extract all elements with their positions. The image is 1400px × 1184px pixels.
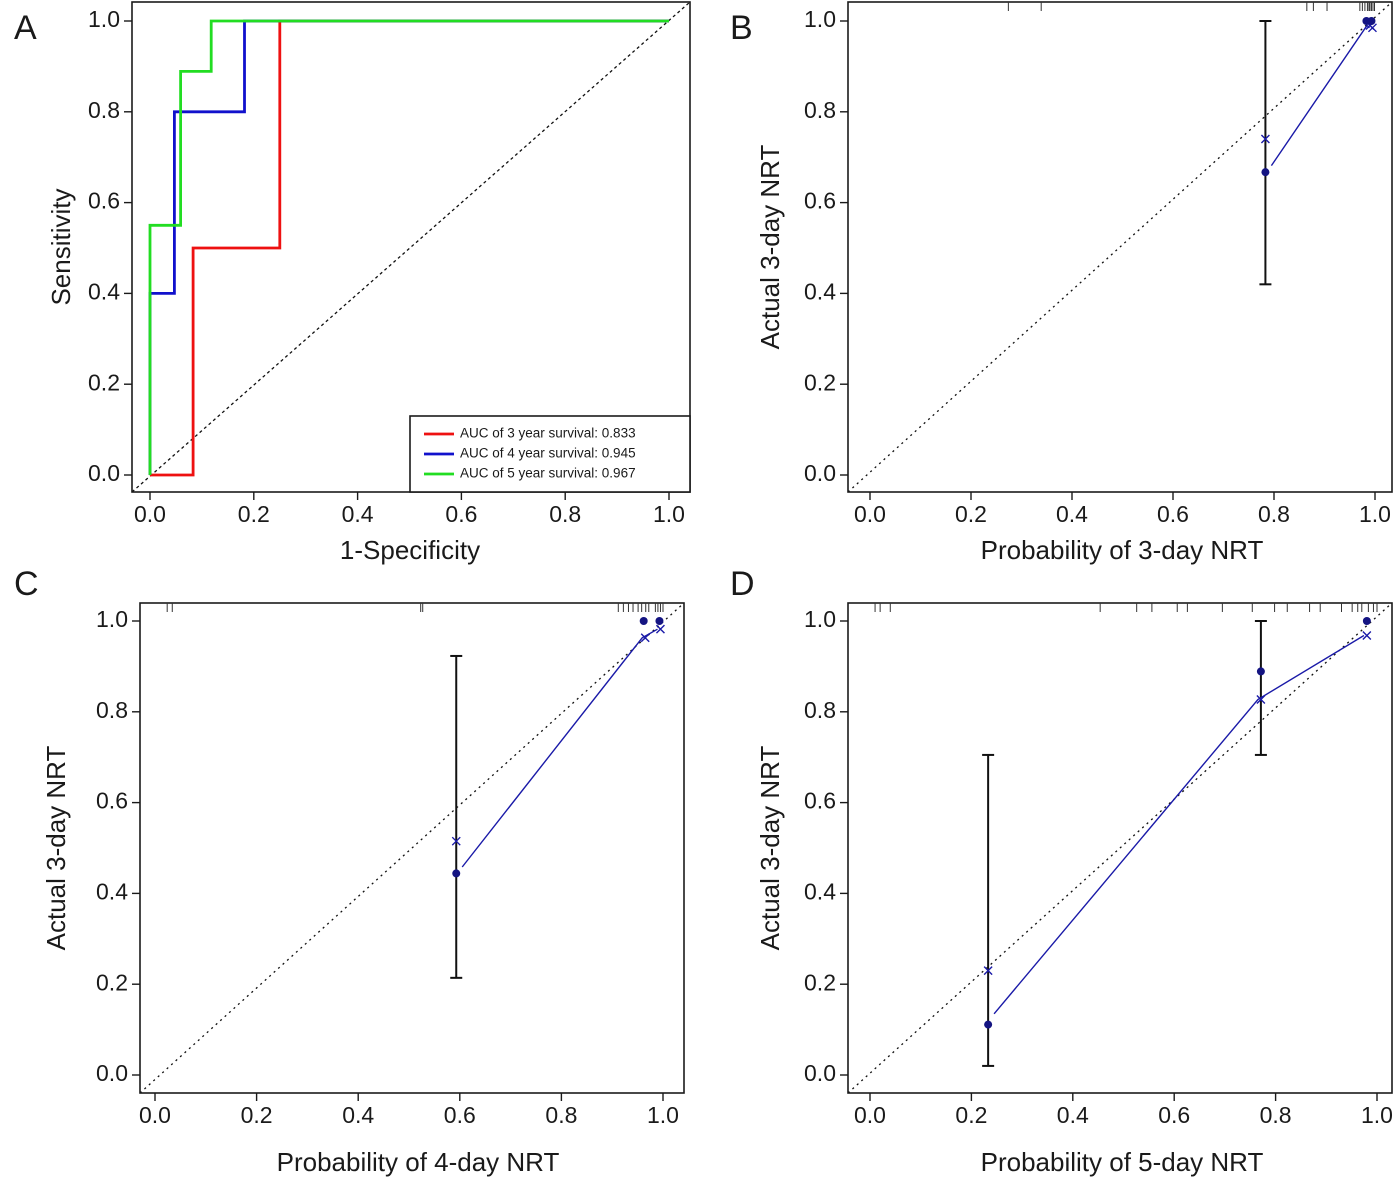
x-tick-label: 0.0 xyxy=(134,501,166,527)
y-tick-label: 0.6 xyxy=(96,788,128,814)
observed-point xyxy=(984,1020,993,1029)
x-tick-label: 0.4 xyxy=(1057,1102,1089,1128)
observed-point xyxy=(1256,667,1265,676)
x-tick-label: 0.0 xyxy=(854,1102,886,1128)
y-tick-label: 0.2 xyxy=(804,969,836,995)
legend-entry: AUC of 4 year survival: 0.945 xyxy=(460,446,636,461)
roc-curve-5-year xyxy=(148,19,669,475)
legend: AUC of 3 year survival: 0.833 AUC of 4 ye… xyxy=(409,415,691,493)
panel-letter: A xyxy=(14,9,37,47)
reference-line xyxy=(847,602,1393,1094)
x-tick-label: 0.8 xyxy=(1258,501,1290,527)
panel-d: D 0.0 0.2 0.4 0.6 0.8 1.0 0.0 0.2 0.4 0.6 0.8 1.0 Pro… xyxy=(730,565,1393,1177)
legend-entry: AUC of 5 year survival: 0.967 xyxy=(460,466,636,481)
legend-entry: AUC of 3 year survival: 0.833 xyxy=(460,426,636,441)
roc-curve-3-year xyxy=(150,19,669,477)
y-tick-label: 0.8 xyxy=(96,697,128,723)
calibration-line xyxy=(993,634,1365,1015)
bias-corrected-point xyxy=(1260,134,1270,144)
observed-point xyxy=(655,617,664,625)
y-tick-label: 0.6 xyxy=(804,188,836,214)
y-tick-label: 0.6 xyxy=(88,188,120,214)
bias-corrected-point xyxy=(983,966,993,976)
y-axis-label: Actual 3-day NRT xyxy=(755,145,785,350)
observed-point xyxy=(1261,168,1270,177)
y-tick-label: 0.4 xyxy=(96,878,128,904)
y-tick-label: 0.8 xyxy=(804,697,836,723)
observed-point xyxy=(639,617,648,625)
y-tick-label: 0.0 xyxy=(804,1060,836,1086)
panel-letter: B xyxy=(730,9,753,47)
x-tick-label: 1.0 xyxy=(647,1102,679,1128)
panel-c: C 0.0 0.2 0.4 0.6 0.8 1.0 0.0 0.2 0.4 0.6 0.8 1.0 Pro… xyxy=(14,565,685,1177)
panel-b: B 0.0 0.2 0.4 0.6 0.8 1.0 0.0 0.2 0.4 0.6 0.8 1.0 Pro… xyxy=(730,1,1393,565)
x-tick-label: 1.0 xyxy=(653,501,685,527)
x-tick-label: 0.6 xyxy=(1157,501,1189,527)
bias-corrected-point xyxy=(1256,695,1266,705)
y-tick-label: 1.0 xyxy=(96,606,128,632)
x-tick-label: 0.4 xyxy=(342,501,374,527)
plot-frame xyxy=(847,602,1393,1094)
reference-line xyxy=(131,1,691,493)
x-tick-label: 0.4 xyxy=(1056,501,1088,527)
x-tick-label: 0.8 xyxy=(549,501,581,527)
bias-corrected-point xyxy=(451,836,461,846)
x-tick-label: 0.2 xyxy=(238,501,270,527)
observed-point xyxy=(452,869,461,878)
y-tick-label: 0.0 xyxy=(88,460,120,486)
x-axis-label: 1-Specificity xyxy=(340,535,480,565)
x-tick-label: 1.0 xyxy=(1361,1102,1393,1128)
observed-point xyxy=(1362,617,1371,625)
bias-corrected-point xyxy=(655,624,665,634)
x-axis-label: Probability of 4-day NRT xyxy=(277,1147,560,1177)
legend-box xyxy=(409,415,691,493)
y-tick-label: 0.4 xyxy=(88,278,120,304)
observed-point xyxy=(1367,17,1376,25)
x-tick-label: 0.2 xyxy=(955,501,987,527)
y-tick-label: 0.8 xyxy=(804,97,836,123)
x-tick-label: 0.4 xyxy=(342,1102,374,1128)
y-tick-label: 0.8 xyxy=(88,97,120,123)
plot-frame xyxy=(847,1,1393,493)
reference-line xyxy=(139,602,685,1094)
y-tick-label: 0.2 xyxy=(96,969,128,995)
x-tick-label: 0.2 xyxy=(955,1102,987,1128)
x-tick-label: 1.0 xyxy=(1359,501,1391,527)
bias-corrected-point xyxy=(1362,631,1372,641)
y-tick-label: 1.0 xyxy=(804,6,836,32)
y-tick-label: 0.4 xyxy=(804,278,836,304)
panel-letter: D xyxy=(730,565,755,603)
x-tick-label: 0.2 xyxy=(241,1102,273,1128)
plot-frame xyxy=(139,602,685,1094)
y-tick-label: 1.0 xyxy=(88,6,120,32)
calibration-line xyxy=(1270,24,1370,166)
panel-letter: C xyxy=(14,565,39,603)
y-tick-label: 0.2 xyxy=(88,369,120,395)
y-tick-label: 0.0 xyxy=(804,460,836,486)
y-axis-label: Actual 3-day NRT xyxy=(755,746,785,951)
calibration-line xyxy=(461,628,658,868)
reference-line xyxy=(847,1,1393,493)
bias-corrected-point xyxy=(1367,23,1377,33)
bias-corrected-point xyxy=(640,633,650,643)
y-axis-label: Actual 3-day NRT xyxy=(41,746,71,951)
y-tick-label: 1.0 xyxy=(804,606,836,632)
x-tick-label: 0.6 xyxy=(445,501,477,527)
y-axis-label: Sensitivity xyxy=(46,188,76,305)
x-tick-label: 0.8 xyxy=(545,1102,577,1128)
y-tick-label: 0.0 xyxy=(96,1060,128,1086)
x-tick-label: 0.6 xyxy=(444,1102,476,1128)
x-tick-label: 0.6 xyxy=(1158,1102,1190,1128)
x-tick-label: 0.0 xyxy=(139,1102,171,1128)
y-tick-label: 0.6 xyxy=(804,788,836,814)
x-axis-label: Probability of 3-day NRT xyxy=(981,535,1264,565)
panel-a: A 0.0 0.2 0.4 0.6 0.8 1.0 0.0 0.2 0.4 0.6 0.8 1.0 1-S… xyxy=(14,1,691,565)
x-tick-label: 0.0 xyxy=(854,501,886,527)
y-tick-label: 0.2 xyxy=(804,369,836,395)
x-axis-label: Probability of 5-day NRT xyxy=(981,1147,1264,1177)
x-tick-label: 0.8 xyxy=(1260,1102,1292,1128)
y-tick-label: 0.4 xyxy=(804,878,836,904)
